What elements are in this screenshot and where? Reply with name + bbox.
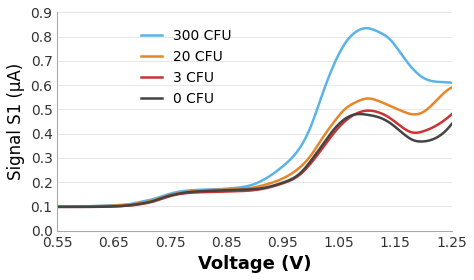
0 CFU [357,112,363,116]
20 CFU [303,159,309,163]
0 CFU [79,205,85,209]
20 CFU [103,204,109,208]
300 CFU [103,204,109,207]
3 CFU [103,205,109,208]
3 CFU [366,109,372,112]
0 CFU [340,119,346,122]
20 CFU [69,205,75,208]
300 CFU [212,188,218,191]
0 CFU [342,117,348,121]
0 CFU [103,205,109,208]
0 CFU [212,189,218,192]
20 CFU [55,205,60,208]
300 CFU [340,45,346,48]
Line: 0 CFU: 0 CFU [57,114,452,207]
300 CFU [303,135,309,138]
20 CFU [184,190,190,193]
300 CFU [184,189,190,192]
3 CFU [212,190,218,193]
3 CFU [342,120,348,123]
Line: 3 CFU: 3 CFU [57,111,452,207]
0 CFU [55,205,60,209]
3 CFU [184,192,190,195]
20 CFU [340,109,346,113]
300 CFU [449,81,455,85]
0 CFU [449,122,455,126]
Legend: 300 CFU, 20 CFU, 3 CFU, 0 CFU: 300 CFU, 20 CFU, 3 CFU, 0 CFU [135,24,237,112]
20 CFU [212,188,218,192]
20 CFU [342,108,348,111]
0 CFU [184,191,190,194]
3 CFU [449,113,455,116]
Line: 300 CFU: 300 CFU [57,28,452,207]
0 CFU [303,165,309,168]
3 CFU [303,167,309,170]
3 CFU [73,205,78,209]
Line: 20 CFU: 20 CFU [57,88,452,206]
300 CFU [364,27,370,30]
300 CFU [67,205,73,208]
3 CFU [55,205,60,209]
X-axis label: Voltage (V): Voltage (V) [198,255,311,273]
300 CFU [342,42,348,45]
20 CFU [449,86,455,89]
300 CFU [55,205,60,208]
Y-axis label: Signal S1 (μA): Signal S1 (μA) [7,63,25,180]
3 CFU [340,122,346,125]
